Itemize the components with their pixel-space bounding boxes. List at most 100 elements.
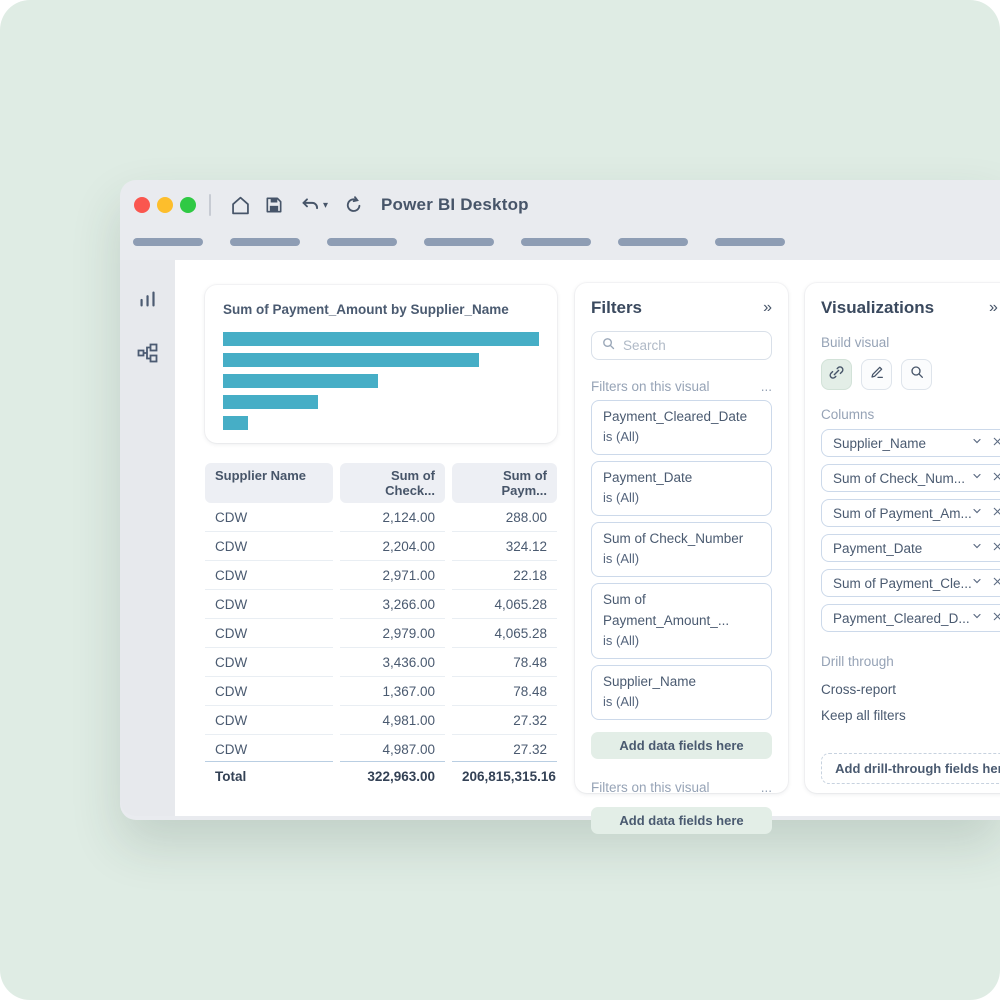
chart-bar[interactable] [223, 395, 318, 409]
filter-condition: is (All) [603, 490, 640, 506]
chart-bar[interactable] [223, 353, 479, 367]
field-pill[interactable]: Supplier_Name [821, 429, 1000, 457]
field-pill-label: Sum of Check_Num... [833, 470, 966, 486]
chevron-down-icon[interactable] [971, 539, 983, 557]
filter-card[interactable]: Sum of Payment_Amount_... is (All) [591, 583, 772, 660]
field-pill[interactable]: Sum of Payment_Am... [821, 499, 1000, 527]
build-visual-toolbar [821, 359, 1000, 390]
field-pill[interactable]: Sum of Payment_Cle... [821, 569, 1000, 597]
columns-label: Columns [821, 407, 875, 422]
minimize-window-button[interactable] [157, 197, 173, 213]
field-pill-label: Payment_Cleared_D... [833, 610, 970, 626]
field-pill[interactable]: Payment_Cleared_D... [821, 604, 1000, 632]
search-input[interactable] [623, 338, 762, 353]
filter-field: Sum of Check_Number [603, 531, 744, 547]
table-row: CDW 1,367.00 78.48 [205, 677, 557, 706]
traffic-lights [134, 197, 196, 213]
titlebar: ▾ Power BI Desktop [120, 180, 1000, 230]
maximize-window-button[interactable] [180, 197, 196, 213]
menu-pill[interactable] [230, 238, 300, 246]
save-button[interactable] [257, 188, 291, 222]
chevron-down-icon[interactable] [971, 434, 983, 452]
report-view-button[interactable] [133, 286, 163, 316]
chart-bar[interactable] [223, 374, 378, 388]
filters-panel: Filters » Filters on this visual ... Pay… [575, 283, 788, 835]
table-cell: CDW [205, 677, 333, 706]
filters-search[interactable] [591, 331, 772, 360]
menu-pill[interactable] [327, 238, 397, 246]
menu-pill[interactable] [618, 238, 688, 246]
remove-field-icon[interactable] [992, 574, 1000, 592]
menu-pill[interactable] [133, 238, 203, 246]
table-visual[interactable]: Supplier Name Sum of Check... Sum of Pay… [205, 463, 557, 790]
section-label-text: Filters on this visual [591, 780, 710, 796]
table-row: CDW 2,204.00 324.12 [205, 532, 557, 561]
remove-field-icon[interactable] [992, 539, 1000, 557]
menu-pill[interactable] [715, 238, 785, 246]
table-cell: 4,065.28 [452, 590, 557, 619]
close-window-button[interactable] [134, 197, 150, 213]
undo-button[interactable]: ▾ [291, 188, 337, 222]
chart-bar[interactable] [223, 332, 539, 346]
table-cell: 22.18 [452, 561, 557, 590]
filter-card[interactable]: Payment_Date is (All) [591, 461, 772, 517]
workspace: Sum of Payment_Amount by Supplier_Name S… [120, 260, 1000, 835]
table-cell: 78.48 [452, 677, 557, 706]
table-cell: 2,979.00 [340, 619, 445, 648]
filter-card[interactable]: Supplier_Name is (All) [591, 665, 772, 721]
table-cell: 27.32 [452, 706, 557, 735]
link-tool-button[interactable] [821, 359, 852, 390]
chevron-down-icon[interactable] [971, 609, 983, 627]
field-pill[interactable]: Payment_Date [821, 534, 1000, 562]
table-cell: 4,981.00 [340, 706, 445, 735]
table-total-row: Total 322,963.00 206,815,315.16 [205, 761, 557, 790]
remove-field-icon[interactable] [992, 504, 1000, 522]
chevron-down-icon[interactable] [971, 469, 983, 487]
remove-field-icon[interactable] [992, 609, 1000, 627]
chart-bars [223, 332, 539, 430]
edit-tool-button[interactable] [861, 359, 892, 390]
table-cell: 27.32 [452, 735, 557, 764]
model-diagram-icon [136, 341, 160, 370]
bar-chart-visual[interactable]: Sum of Payment_Amount by Supplier_Name [205, 285, 557, 443]
search-tool-button[interactable] [901, 359, 932, 390]
collapse-panel-icon[interactable]: » [989, 299, 998, 316]
home-button[interactable] [223, 188, 257, 222]
table-cell: CDW [205, 561, 333, 590]
add-data-fields-button[interactable]: Add data fields here [591, 807, 772, 835]
filter-field: Payment_Cleared_Date [603, 409, 748, 424]
table-cell: 2,971.00 [340, 561, 445, 590]
filter-card[interactable]: Payment_Cleared_Date is (All) [591, 400, 772, 456]
pencil-icon [869, 364, 885, 385]
column-header[interactable]: Sum of Check... [340, 463, 445, 503]
add-data-fields-button[interactable]: Add data fields here [591, 732, 772, 760]
remove-field-icon[interactable] [992, 434, 1000, 452]
more-options-icon[interactable]: ... [760, 780, 772, 796]
field-pill[interactable]: Sum of Check_Num... [821, 464, 1000, 492]
more-options-icon[interactable]: ... [760, 379, 772, 394]
view-rail [120, 260, 175, 816]
table-row: CDW 4,981.00 27.32 [205, 706, 557, 735]
chart-bar[interactable] [223, 416, 249, 430]
filter-field: Sum of Payment_Amount_... [603, 592, 730, 629]
refresh-button[interactable] [337, 188, 371, 222]
drill-through-label: Drill through [821, 654, 894, 669]
table-cell: CDW [205, 619, 333, 648]
menu-pill[interactable] [521, 238, 591, 246]
chevron-down-icon[interactable] [971, 574, 983, 592]
add-drill-through-dropzone[interactable]: Add drill-through fields here [821, 753, 1000, 784]
titlebar-divider [209, 194, 211, 216]
column-header[interactable]: Sum of Paym... [452, 463, 557, 503]
column-header[interactable]: Supplier Name [205, 463, 333, 503]
search-icon [909, 364, 925, 385]
menu-pill[interactable] [424, 238, 494, 246]
remove-field-icon[interactable] [992, 469, 1000, 487]
model-view-button[interactable] [133, 340, 163, 370]
undo-dropdown-caret-icon[interactable]: ▾ [322, 199, 329, 211]
table-row: CDW 2,979.00 4,065.28 [205, 619, 557, 648]
chevron-down-icon[interactable] [971, 504, 983, 522]
collapse-panel-icon[interactable]: » [763, 299, 772, 316]
undo-icon [300, 195, 321, 216]
visualizations-panel: Visualizations » Build visual [805, 283, 1000, 793]
filter-card[interactable]: Sum of Check_Number is (All) [591, 522, 772, 578]
